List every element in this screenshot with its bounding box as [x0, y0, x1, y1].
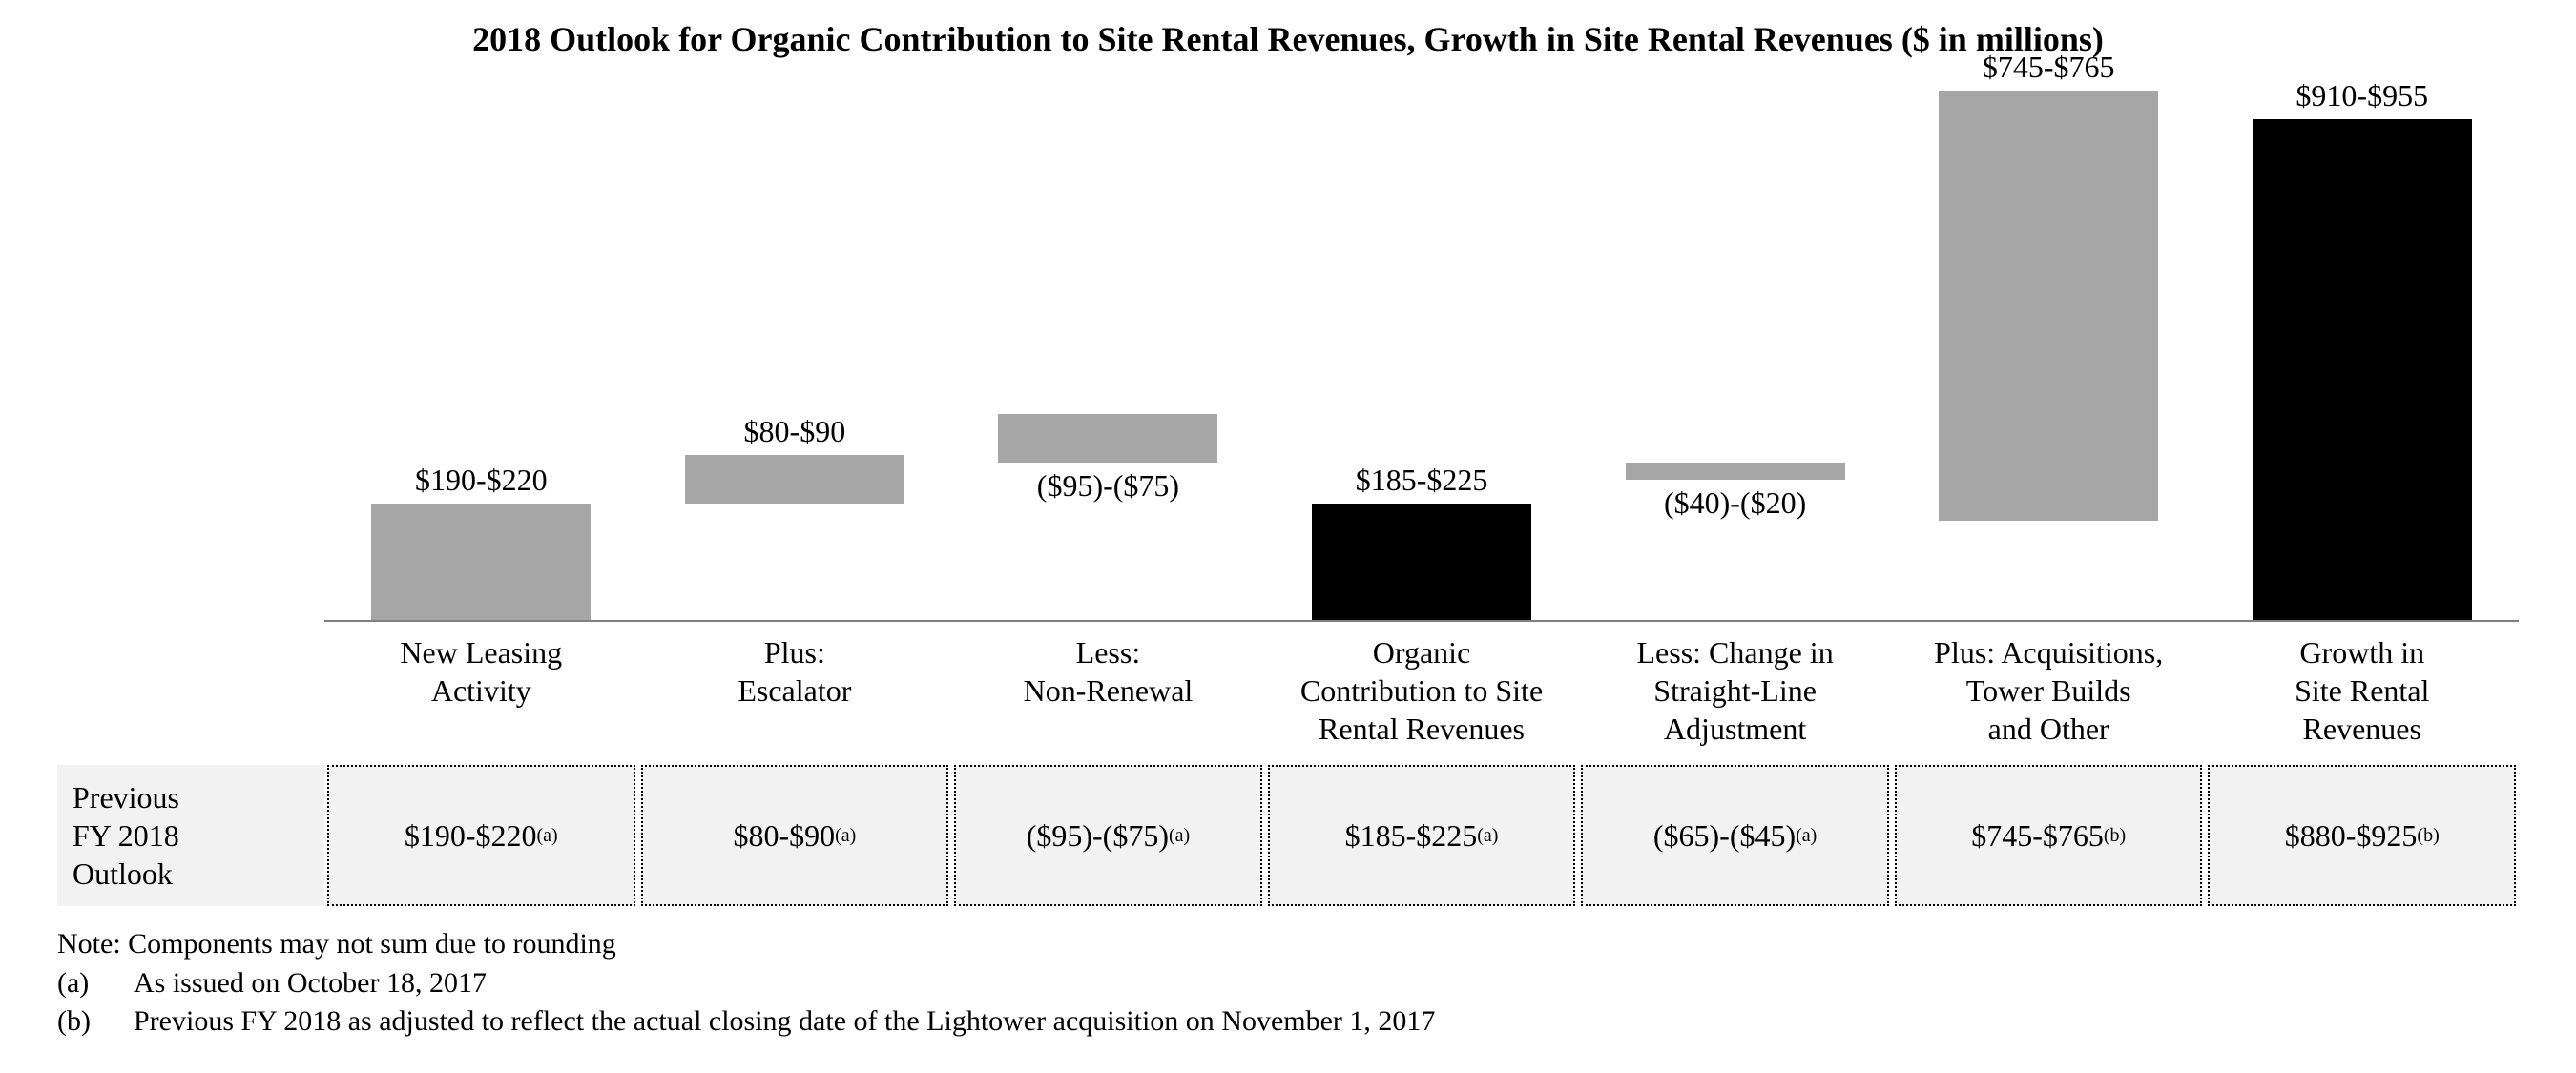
superscript-note: (a) — [1477, 825, 1498, 847]
footnote-note: Note: Components may not sum due to roun… — [57, 925, 2519, 964]
previous-outlook-cells: $190-$220(a)$80-$90(a)($95)-($75)(a)$185… — [324, 765, 2519, 906]
chart-column: $190-$220 — [324, 78, 638, 620]
previous-outlook-cell: $185-$225(a) — [1268, 765, 1576, 906]
bar-value-label: ($40)-($20) — [1664, 485, 1806, 521]
footnotes: Note: Components may not sum due to roun… — [57, 925, 2519, 1042]
superscript-note: (a) — [1169, 825, 1190, 847]
footnote-b: (b) Previous FY 2018 as adjusted to refl… — [57, 1002, 2519, 1042]
category-label: Less:Non-Renewal — [951, 633, 1265, 748]
category-label: New LeasingActivity — [324, 633, 638, 748]
previous-outlook-cell: $190-$220(a) — [327, 765, 635, 906]
footnote-b-text: Previous FY 2018 as adjusted to reflect … — [134, 1002, 1435, 1042]
category-label: Growth inSite RentalRevenues — [2205, 633, 2519, 748]
superscript-note: (a) — [835, 825, 856, 847]
footnote-a-text: As issued on October 18, 2017 — [134, 964, 487, 1003]
previous-outlook-cell: ($95)-($75)(a) — [954, 765, 1262, 906]
chart-column: $185-$225 — [1265, 78, 1579, 620]
bar-value-label: $745-$765 — [1983, 50, 2115, 85]
bar-value-label: $910-$955 — [2296, 78, 2428, 113]
floating-bar-stack: ($40)-($20) — [1578, 463, 1892, 521]
chart-column: ($95)-($75) — [951, 78, 1265, 620]
bar-value-label: ($95)-($75) — [1037, 468, 1179, 504]
superscript-note: (b) — [2104, 825, 2126, 847]
bar — [1939, 91, 2158, 521]
footnote-a: (a) As issued on October 18, 2017 — [57, 964, 2519, 1003]
chart-column: $745-$765 — [1892, 78, 2206, 620]
floating-bar-stack: $745-$765 — [1892, 50, 2206, 521]
footnote-a-tag: (a) — [57, 964, 134, 1003]
previous-outlook-cell: $80-$90(a) — [641, 765, 949, 906]
bar-value-label: $190-$220 — [415, 463, 548, 498]
bar — [685, 455, 904, 504]
bar-value-label: $80-$90 — [744, 414, 846, 449]
superscript-note: (a) — [537, 825, 558, 847]
superscript-note: (a) — [1796, 825, 1817, 847]
footnote-b-tag: (b) — [57, 1002, 134, 1042]
bar — [1312, 504, 1531, 620]
chart-column: ($40)-($20) — [1578, 78, 1892, 620]
previous-outlook-row: PreviousFY 2018Outlook $190-$220(a)$80-$… — [57, 765, 2519, 906]
category-label: Plus:Escalator — [638, 633, 952, 748]
category-label: Less: Change inStraight-LineAdjustment — [1578, 633, 1892, 748]
previous-outlook-label: PreviousFY 2018Outlook — [57, 765, 324, 906]
bar — [998, 414, 1217, 463]
previous-outlook-cell: ($65)-($45)(a) — [1581, 765, 1889, 906]
bar — [2253, 119, 2472, 620]
bar — [371, 504, 591, 620]
superscript-note: (b) — [2417, 825, 2439, 847]
category-label: Plus: Acquisitions,Tower Buildsand Other — [1892, 633, 2206, 748]
category-label: OrganicContribution to SiteRental Revenu… — [1265, 633, 1579, 748]
floating-bar-stack: ($95)-($75) — [951, 414, 1265, 504]
floating-bar-stack: $80-$90 — [638, 414, 952, 504]
previous-outlook-cell: $745-$765(b) — [1895, 765, 2203, 906]
chart-column: $80-$90 — [638, 78, 952, 620]
bar — [1626, 463, 1845, 480]
bar-value-label: $185-$225 — [1356, 463, 1488, 498]
chart-wrapper: $190-$220 $80-$90 ($95)-($75) $185-$225 ($40… — [57, 78, 2519, 1042]
chart-area: $190-$220 $80-$90 ($95)-($75) $185-$225 ($40… — [324, 78, 2519, 622]
chart-column: $910-$955 — [2205, 78, 2519, 620]
previous-outlook-cell: $880-$925(b) — [2208, 765, 2516, 906]
category-row: New LeasingActivityPlus:EscalatorLess:No… — [324, 633, 2519, 748]
